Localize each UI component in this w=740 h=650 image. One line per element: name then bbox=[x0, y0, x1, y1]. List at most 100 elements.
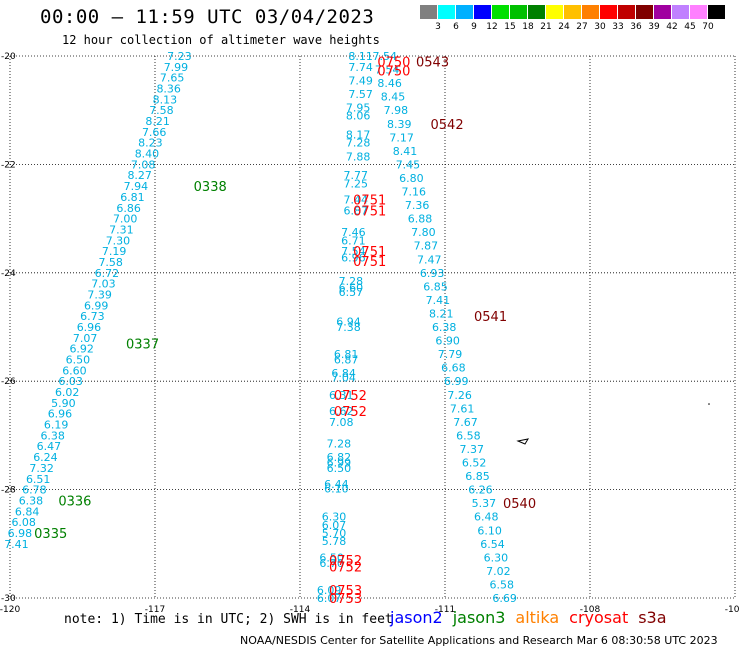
colorbar-label: 3 bbox=[435, 22, 441, 32]
swh-value: 7.54 bbox=[373, 50, 398, 63]
swh-value: 6.30 bbox=[322, 511, 347, 524]
swh-value: 7.99 bbox=[164, 61, 189, 74]
swh-value: 6.68 bbox=[441, 362, 466, 375]
swh-value: 7.41 bbox=[426, 294, 451, 307]
swh-value: 6.50 bbox=[66, 354, 91, 367]
swh-value: 7.08 bbox=[329, 416, 354, 429]
swh-value: 6.85 bbox=[423, 280, 448, 293]
swh-value: 7.46 bbox=[341, 226, 366, 239]
time-label: 0335 bbox=[34, 527, 67, 542]
swh-value: 7.80 bbox=[411, 226, 436, 239]
swh-value: 7.28 bbox=[327, 438, 352, 451]
swh-value: 7.16 bbox=[402, 186, 427, 199]
swh-value: 7.37 bbox=[460, 443, 485, 456]
swh-value: 7.39 bbox=[87, 288, 112, 301]
swh-value: 6.73 bbox=[80, 310, 105, 323]
swh-value: 6.30 bbox=[484, 551, 509, 564]
time-label: 0752 bbox=[334, 405, 367, 420]
colorbar-swatch bbox=[528, 5, 545, 19]
swh-value: 8.06 bbox=[346, 110, 371, 123]
swh-value: 6.58 bbox=[456, 429, 481, 442]
colorbar-label: 30 bbox=[594, 22, 606, 32]
time-label: 0750 bbox=[377, 65, 410, 80]
swh-value: 8.27 bbox=[127, 169, 152, 182]
swh-value: 6.03 bbox=[58, 375, 82, 388]
swh-value: 7.38 bbox=[336, 321, 361, 334]
swh-value: 6.78 bbox=[22, 484, 47, 497]
swh-value: 6.72 bbox=[95, 267, 120, 280]
swh-value: 6.62 bbox=[329, 405, 354, 418]
swh-value: 6.70 bbox=[319, 557, 344, 570]
colorbar-swatch bbox=[636, 5, 653, 19]
swh-value: 6.54 bbox=[480, 538, 505, 551]
swh-value: 8.40 bbox=[135, 148, 160, 161]
swh-value: 6.38 bbox=[19, 494, 44, 507]
swh-value: 7.23 bbox=[167, 50, 192, 63]
swh-value: 6.87 bbox=[334, 354, 359, 367]
swh-value: 7.26 bbox=[447, 389, 472, 402]
grid-lines bbox=[9, 55, 736, 599]
colorbar-label: 33 bbox=[612, 22, 624, 32]
x-tick-label: -111 bbox=[435, 605, 455, 615]
swh-value: 6.96 bbox=[48, 408, 72, 421]
swh-value: 8.21 bbox=[429, 307, 454, 320]
legend-entry-s3a: s3a bbox=[638, 608, 667, 627]
swh-value: 7.77 bbox=[344, 169, 369, 182]
swh-value: 6.80 bbox=[399, 172, 424, 185]
swh-value: 8.41 bbox=[393, 145, 418, 158]
page-subtitle: 12 hour collection of altimeter wave hei… bbox=[62, 33, 380, 47]
colorbar-label: 18 bbox=[522, 22, 534, 32]
colorbar-swatch bbox=[438, 5, 455, 19]
time-label: 0751 bbox=[353, 194, 386, 209]
swh-value: 8.23 bbox=[138, 137, 163, 150]
swh-value: 8.45 bbox=[381, 91, 406, 104]
swh-value: 6.57 bbox=[339, 286, 364, 299]
swh-value: 6.82 bbox=[327, 451, 352, 464]
swh-value: 8.17 bbox=[346, 129, 371, 142]
swh-value: 7.79 bbox=[438, 348, 463, 361]
swh-value: 7.03 bbox=[91, 278, 116, 291]
x-tick-label: -117 bbox=[145, 605, 165, 615]
swh-value: 7.67 bbox=[453, 416, 478, 429]
swh-value: 6.60 bbox=[339, 281, 364, 294]
swh-value: 7.49 bbox=[348, 74, 373, 87]
colorbar-swatch bbox=[510, 5, 527, 19]
swh-value: 8.39 bbox=[387, 118, 412, 131]
swh-value: 6.99 bbox=[84, 299, 109, 312]
swh-value: 6.44 bbox=[324, 478, 349, 491]
legend-entry-jason3: jason3 bbox=[452, 608, 506, 627]
swh-value: 6.90 bbox=[435, 335, 460, 348]
swh-value: 8.11 bbox=[348, 50, 373, 63]
time-label: 0338 bbox=[194, 180, 227, 195]
legend-entry-cryosat: cryosat bbox=[569, 608, 629, 627]
swh-value: 6.50 bbox=[327, 462, 352, 475]
swh-value: 6.31 bbox=[329, 389, 354, 402]
swh-value: 7.54 bbox=[341, 245, 366, 258]
time-label: 0751 bbox=[353, 204, 386, 219]
swh-value: 6.94 bbox=[336, 316, 361, 329]
colorbar-swatch bbox=[492, 5, 509, 19]
swh-value: 8.21 bbox=[145, 115, 170, 128]
swh-value: 6.26 bbox=[468, 484, 493, 497]
swh-value: 6.96 bbox=[77, 321, 102, 334]
swh-value-labels: 7.237.997.658.368.137.588.217.668.238.40… bbox=[4, 50, 517, 605]
colorbar-label: 12 bbox=[486, 22, 498, 32]
swh-value: 6.10 bbox=[324, 483, 349, 496]
swh-value: 7.58 bbox=[98, 256, 123, 269]
swh-value: 6.69 bbox=[492, 592, 517, 605]
legend-entry-jason2: jason2 bbox=[390, 608, 443, 627]
swh-value: 6.07 bbox=[322, 519, 347, 532]
swh-value: 6.10 bbox=[477, 524, 502, 537]
swh-value: 6.51 bbox=[26, 473, 51, 486]
colorbar-label: 21 bbox=[540, 22, 552, 32]
swh-value: 7.41 bbox=[4, 538, 29, 551]
swh-value: 7.94 bbox=[124, 180, 149, 193]
time-label: 0336 bbox=[58, 494, 91, 509]
swh-value: 6.24 bbox=[33, 451, 58, 464]
swh-value: 6.84 bbox=[15, 505, 40, 518]
time-label: 0337 bbox=[126, 337, 159, 352]
swh-value: 6.19 bbox=[44, 419, 68, 432]
swh-value: 6.86 bbox=[116, 202, 141, 215]
island-outline bbox=[516, 403, 710, 445]
swh-value: 5.90 bbox=[51, 397, 75, 410]
